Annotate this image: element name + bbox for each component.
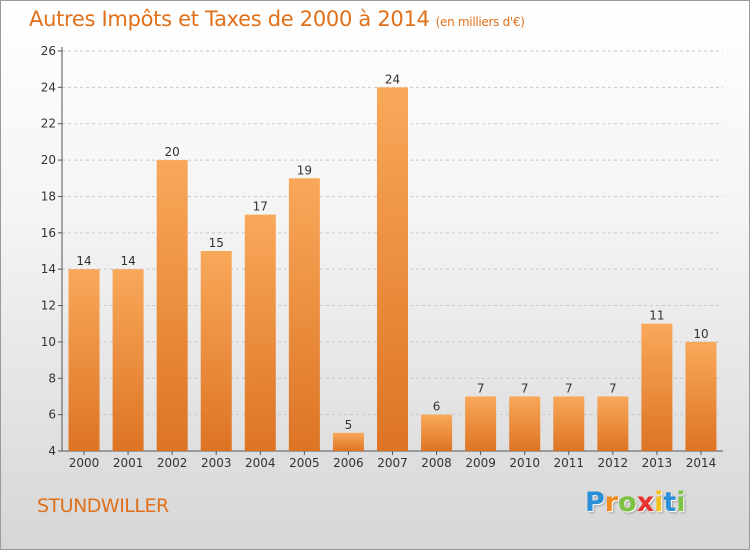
y-tick-label: 4	[48, 444, 56, 458]
y-tick-label: 24	[41, 80, 56, 94]
data-label: 7	[521, 381, 529, 395]
data-label: 10	[693, 327, 708, 341]
y-tick-label: 8	[48, 371, 56, 385]
logo-letter: o	[618, 487, 637, 518]
y-tick-label: 12	[41, 299, 56, 313]
bar-2002	[156, 160, 188, 451]
bar-2014	[685, 341, 717, 451]
x-tick-label: 2008	[421, 456, 452, 470]
bar-2012	[597, 396, 629, 451]
bar-2003	[200, 251, 232, 451]
data-label: 19	[297, 163, 312, 177]
x-tick-label: 2005	[289, 456, 320, 470]
bar-2001	[112, 269, 144, 451]
bar-2013	[641, 323, 673, 451]
bar-2000	[68, 269, 100, 451]
bar-2006	[332, 432, 364, 451]
commune-name: STUNDWILLER	[37, 495, 169, 517]
x-tick-label: 2006	[333, 456, 364, 470]
data-label: 6	[433, 400, 441, 414]
bar-2004	[244, 214, 276, 451]
y-tick-label: 16	[41, 226, 56, 240]
y-tick-label: 14	[41, 262, 56, 276]
data-label: 24	[385, 72, 400, 86]
y-tick-label: 6	[48, 408, 56, 422]
data-label: 7	[565, 381, 573, 395]
y-tick-label: 18	[41, 189, 56, 203]
data-label: 14	[76, 254, 91, 268]
x-tick-label: 2011	[553, 456, 584, 470]
logo-letter: r	[604, 487, 619, 518]
logo-letter: t	[663, 487, 677, 518]
x-tick-label: 2002	[157, 456, 188, 470]
y-tick-label: 10	[41, 335, 56, 349]
logo-letter: i	[654, 487, 664, 518]
data-label: 11	[649, 309, 664, 323]
x-tick-label: 2009	[465, 456, 496, 470]
bars	[68, 87, 717, 452]
logo-letter: x	[636, 487, 655, 518]
x-tick-label: 2014	[686, 456, 717, 470]
bar-2008	[421, 414, 453, 451]
y-tick-label: 20	[41, 153, 56, 167]
chart-title: Autres Impôts et Taxes de 2000 à 2014 (en…	[29, 7, 525, 31]
bar-2011	[553, 396, 585, 451]
data-label: 17	[253, 200, 268, 214]
chart-subtitle: (en milliers d'€)	[435, 15, 525, 29]
x-tick-label: 2003	[201, 456, 232, 470]
x-tick-label: 2000	[69, 456, 100, 470]
data-label: 15	[209, 236, 224, 250]
chart-title-text: Autres Impôts et Taxes de 2000 à 2014	[29, 7, 430, 31]
y-tick-label: 22	[41, 117, 56, 131]
data-label: 20	[165, 145, 180, 159]
bar-2005	[288, 178, 320, 452]
bar-2009	[465, 396, 497, 451]
bar-2007	[377, 87, 408, 451]
data-label: 7	[477, 381, 485, 395]
bar-2010	[509, 396, 541, 451]
x-tick-label: 2007	[377, 456, 408, 470]
x-tick-label: 2013	[642, 456, 673, 470]
logo-letter: i	[676, 487, 686, 518]
x-tick-label: 2010	[509, 456, 540, 470]
y-tick-label: 26	[41, 44, 56, 58]
x-tick-label: 2012	[598, 456, 629, 470]
x-tick-label: 2001	[113, 456, 144, 470]
data-label: 14	[120, 254, 135, 268]
x-tick-label: 2004	[245, 456, 276, 470]
data-labels: 14 14 20 15 17 19 5 24 6 7 7 7 7 11 10	[76, 72, 708, 431]
data-label: 7	[609, 381, 617, 395]
logo-letter: P	[585, 487, 605, 518]
data-label: 5	[345, 418, 353, 432]
proxiti-logo: Proxiti	[585, 487, 686, 518]
